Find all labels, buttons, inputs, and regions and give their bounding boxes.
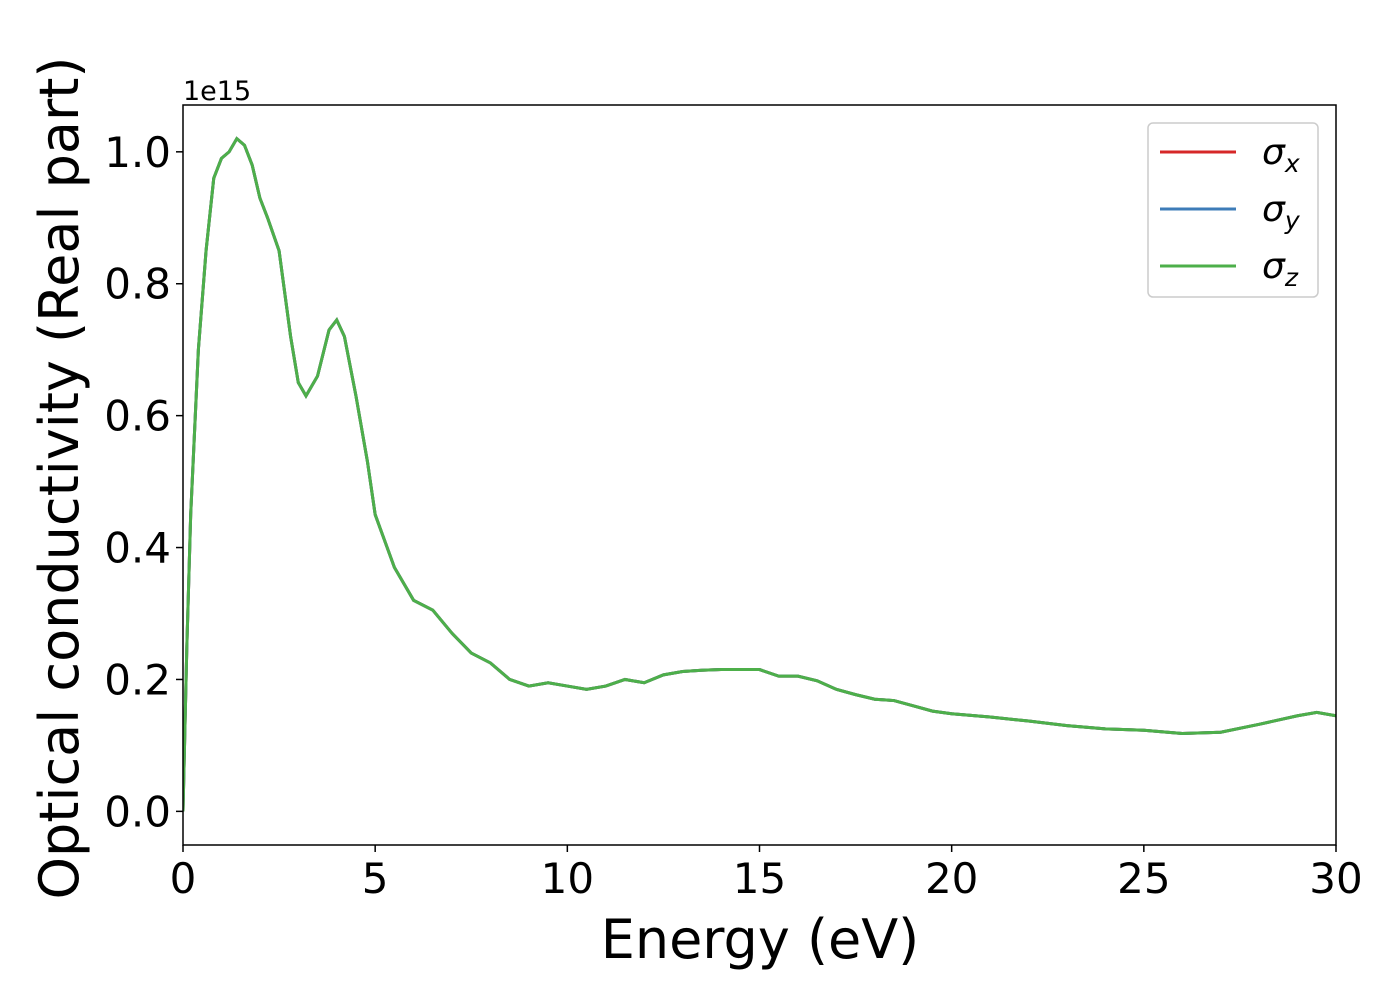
y-tick-label: 0.8 [104,260,171,309]
offset-text: 1e15 [183,76,251,107]
x-tick-label: 0 [170,854,197,903]
legend-label: σy [1262,189,1301,235]
y-axis-label: Optical conductivity (Real part) [28,57,91,900]
y-tick-label: 0.2 [104,655,171,704]
x-tick-label: 15 [733,854,786,903]
y-tick-label: 0.6 [104,392,171,441]
x-tick-label: 5 [362,854,389,903]
legend-label: σz [1262,246,1299,292]
y-tick-label: 1.0 [104,128,171,177]
x-tick-label: 10 [541,854,594,903]
x-tick-label: 25 [1117,854,1170,903]
x-axis-label: Energy (eV) [601,908,920,971]
y-tick-label: 0.0 [104,787,171,836]
x-tick-label: 20 [925,854,978,903]
series-line [183,136,1336,812]
plot-frame [182,104,1337,846]
legend-label: σx [1262,132,1300,178]
x-tick-label: 30 [1309,854,1362,903]
y-tick-label: 0.4 [104,524,171,573]
